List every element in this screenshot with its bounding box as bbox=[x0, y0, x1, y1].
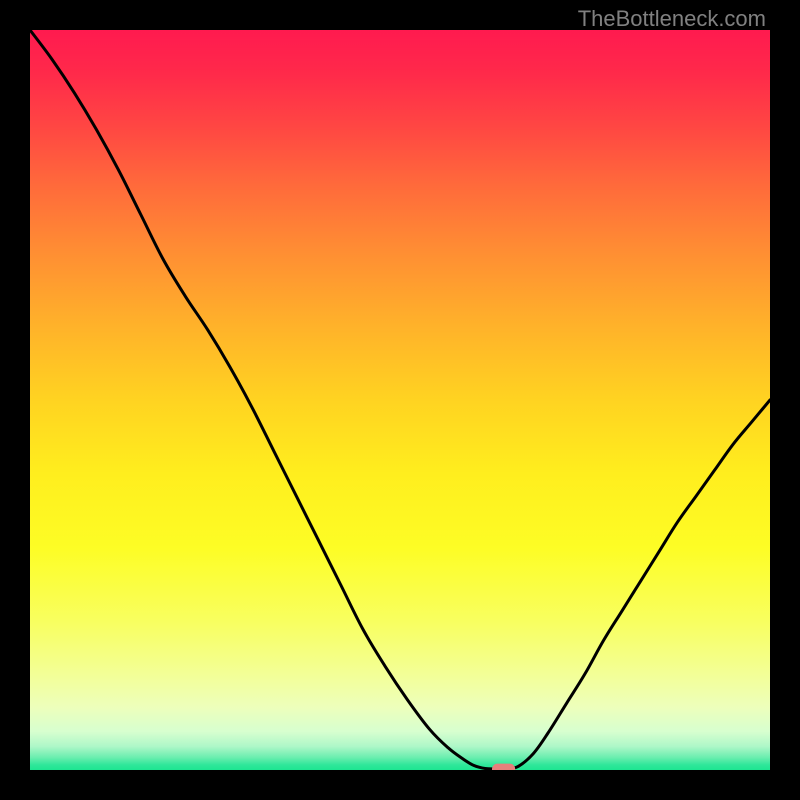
chart-frame: TheBottleneck.com bbox=[0, 0, 800, 800]
watermark-text: TheBottleneck.com bbox=[578, 6, 766, 32]
plot-area bbox=[30, 30, 770, 770]
bottleneck-curve bbox=[30, 30, 770, 770]
